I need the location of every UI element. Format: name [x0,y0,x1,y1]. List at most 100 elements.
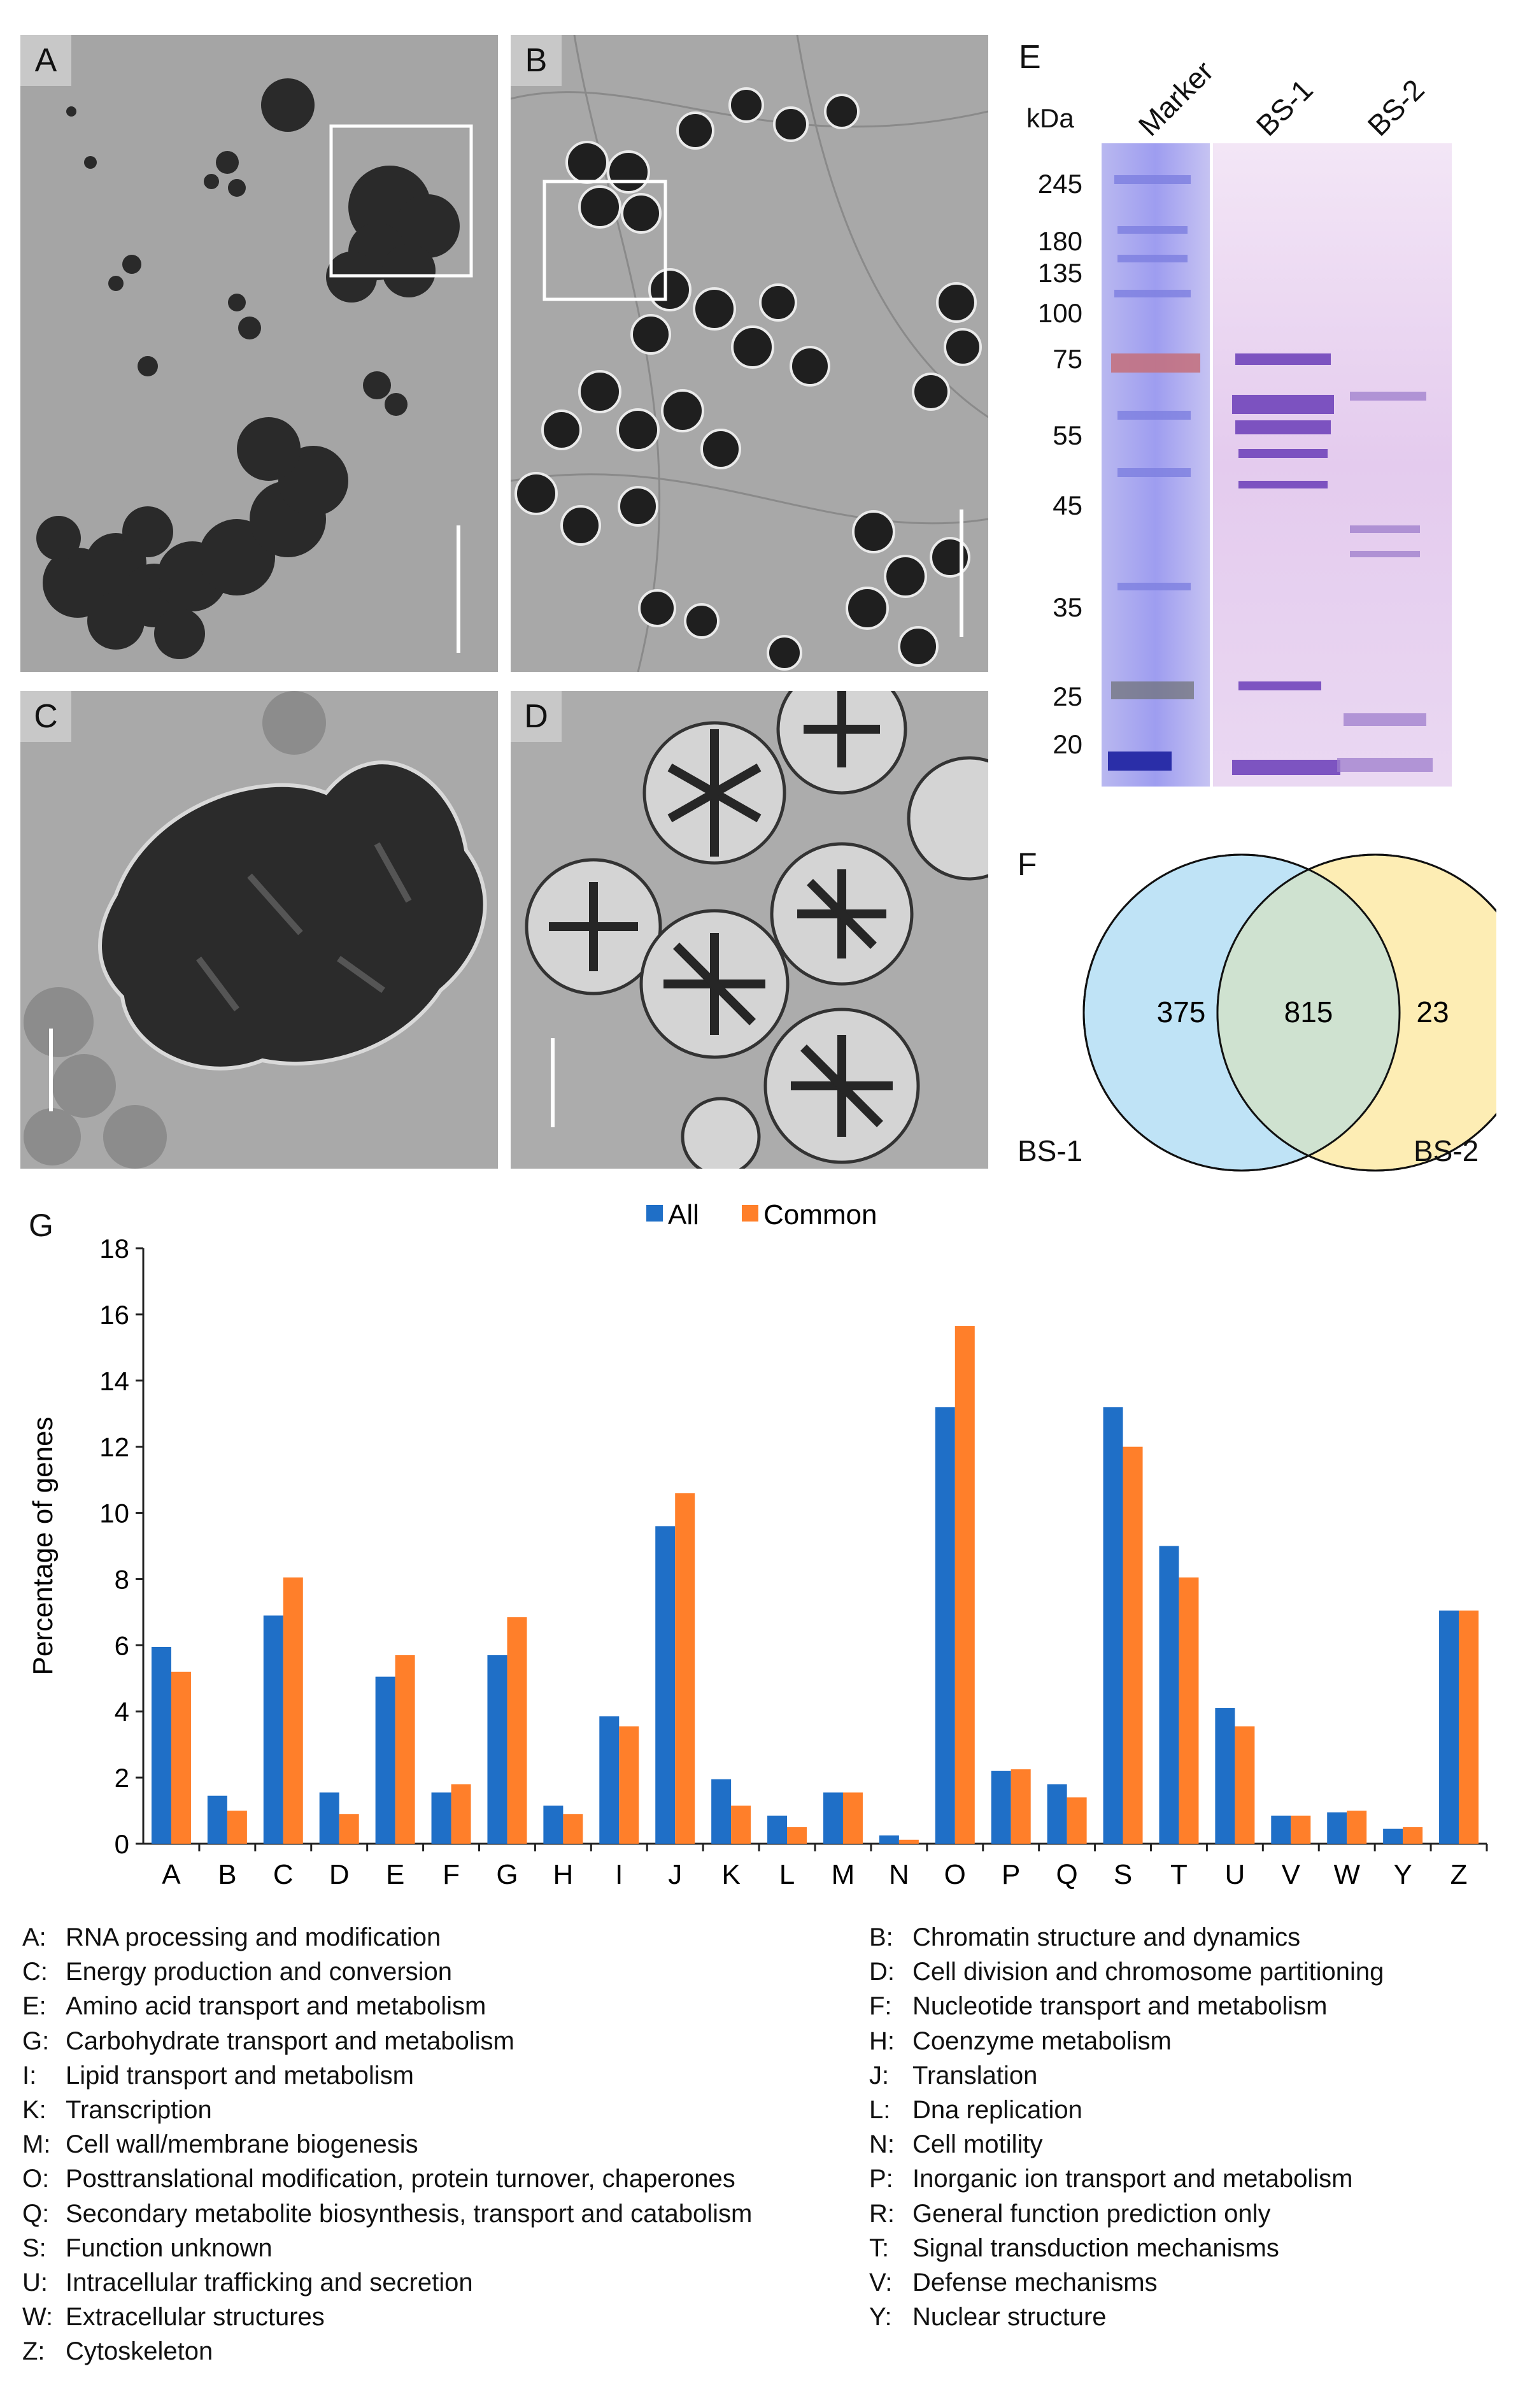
micrograph-c-image [20,691,498,1169]
cog-legend-code: H: [869,2027,895,2055]
cog-legend-code: C: [22,1958,48,1986]
bar-common-I [619,1726,639,1844]
cog-legend-entry: G: Carbohydrate transport and metabolism [22,2027,514,2056]
x-tick-label: F [443,1859,460,1890]
cog-legend-code: M: [22,2130,51,2159]
cog-legend-code: R: [869,2199,895,2228]
cog-legend-entry: T: Signal transduction mechanisms [869,2234,1279,2263]
micrograph-panel-a: A [20,35,498,672]
bar-all-F [431,1792,451,1844]
cog-legend-code: V: [869,2269,893,2297]
bar-common-O [954,1326,975,1844]
cog-legend-code: S: [22,2233,46,2262]
cog-legend-code: P: [869,2165,893,2193]
y-tick-label: 14 [99,1366,129,1396]
panel-label-e: E [1019,39,1041,76]
cog-legend-description: Intracellular trafficking and secretion [66,2269,473,2297]
bar-common-C [283,1577,303,1844]
bar-all-C [263,1615,283,1844]
cog-legend-entry: U: Intracellular trafficking and secretio… [22,2269,473,2297]
x-tick-label: Y [1393,1859,1412,1890]
bar-common-D [339,1814,359,1844]
cog-legend-description: Cell motility [912,2130,1043,2159]
panel-label-d: D [511,691,562,742]
bar-common-G [507,1617,527,1844]
cog-legend-description: Secondary metabolite biosynthesis, trans… [66,2199,753,2228]
venn-count-bs2-only: 23 [1416,995,1449,1029]
venn-overlap [1217,855,1400,1171]
gel-lane-label-marker: Marker [1131,54,1220,143]
bar-all-Z [1439,1610,1459,1844]
bar-all-A [151,1646,171,1844]
cog-legend-entry: K: Transcription [22,2096,212,2125]
bar-common-P [1011,1769,1031,1844]
bar-all-D [319,1792,339,1844]
cog-legend-code: K: [22,2096,46,2124]
x-tick-label: E [386,1859,404,1890]
bar-common-B [227,1811,247,1844]
y-tick-label: 12 [99,1432,129,1462]
gel-lane-label-bs1: BS-1 [1249,73,1319,143]
x-tick-label: T [1170,1859,1188,1890]
marker-135: 135 [1037,258,1082,288]
cog-legend-description: Nuclear structure [912,2303,1107,2332]
cog-legend-description: Coenzyme metabolism [912,2027,1172,2055]
panel-label-c: C [20,691,71,742]
x-tick-label: B [218,1859,236,1890]
gel-unit-label: kDa [1026,103,1074,133]
x-tick-label: Z [1451,1859,1468,1890]
bar-all-J [655,1526,676,1844]
x-tick-label: C [273,1859,294,1890]
micrograph-b-image [511,35,988,672]
x-tick-label: S [1114,1859,1132,1890]
y-tick-label: 8 [115,1564,129,1594]
cog-legend-entry: L: Dna replication [869,2096,1082,2125]
cog-legend-code: Q: [22,2199,50,2228]
cog-category-legend: A: RNA processing and modification B: Chrom… [22,1923,1506,2395]
cog-legend-description: Energy production and conversion [66,1958,453,1986]
scale-bar-d [551,1038,555,1127]
bar-all-Q [1047,1784,1067,1844]
legend-label-common: Common [763,1199,877,1230]
x-tick-label: O [944,1859,966,1890]
gel-lane-label-bs2: BS-2 [1361,73,1431,143]
micrograph-panel-d: D [511,691,988,1169]
cog-legend-description: Nucleotide transport and metabolism [912,1992,1328,2021]
bar-all-K [711,1779,732,1844]
bar-all-N [879,1835,899,1844]
cog-legend-entry: A: RNA processing and modification [22,1923,441,1952]
cog-legend-entry: S: Function unknown [22,2234,273,2263]
bar-common-S [1123,1446,1143,1844]
cog-legend-description: Function unknown [66,2233,273,2262]
bar-all-B [207,1795,227,1844]
bar-all-P [991,1770,1011,1844]
x-tick-label: G [496,1859,518,1890]
cog-legend-entry: F: Nucleotide transport and metabolism [869,1992,1327,2021]
cog-bar-chart: 0 2 4 6 8 10 12 14 16 18 Percentage of genes A B C D E F… [27,1199,1488,1890]
cog-legend-description: Extracellular structures [66,2303,325,2332]
y-tick-label: 16 [99,1300,129,1330]
bar-all-Y [1383,1828,1403,1844]
bar-common-N [898,1839,919,1844]
cog-legend-entry: Y: Nuclear structure [869,2303,1107,2332]
cog-legend-description: Chromatin structure and dynamics [912,1923,1301,1951]
bar-common-A [171,1671,191,1844]
x-tick-label: H [553,1859,573,1890]
micrograph-a-image [20,35,498,672]
marker-25: 25 [1053,681,1082,711]
cog-legend-code: F: [869,1992,892,2021]
scale-bar-a [457,525,460,653]
x-tick-label: Q [1056,1859,1078,1890]
venn-diagram: 375 815 23 [1082,853,1496,1172]
cog-legend-entry: N: Cell motility [869,2130,1042,2159]
bar-all-M [823,1792,843,1844]
cog-legend-entry: I: Lipid transport and metabolism [22,2062,414,2090]
x-tick-label: M [832,1859,855,1890]
y-tick-label: 4 [115,1697,129,1727]
cog-legend-entry: R: General function prediction only [869,2200,1271,2228]
bar-all-T [1159,1546,1179,1844]
bar-all-H [543,1806,564,1844]
marker-20: 20 [1053,729,1082,759]
bar-all-L [767,1815,788,1844]
marker-100: 100 [1037,298,1082,328]
